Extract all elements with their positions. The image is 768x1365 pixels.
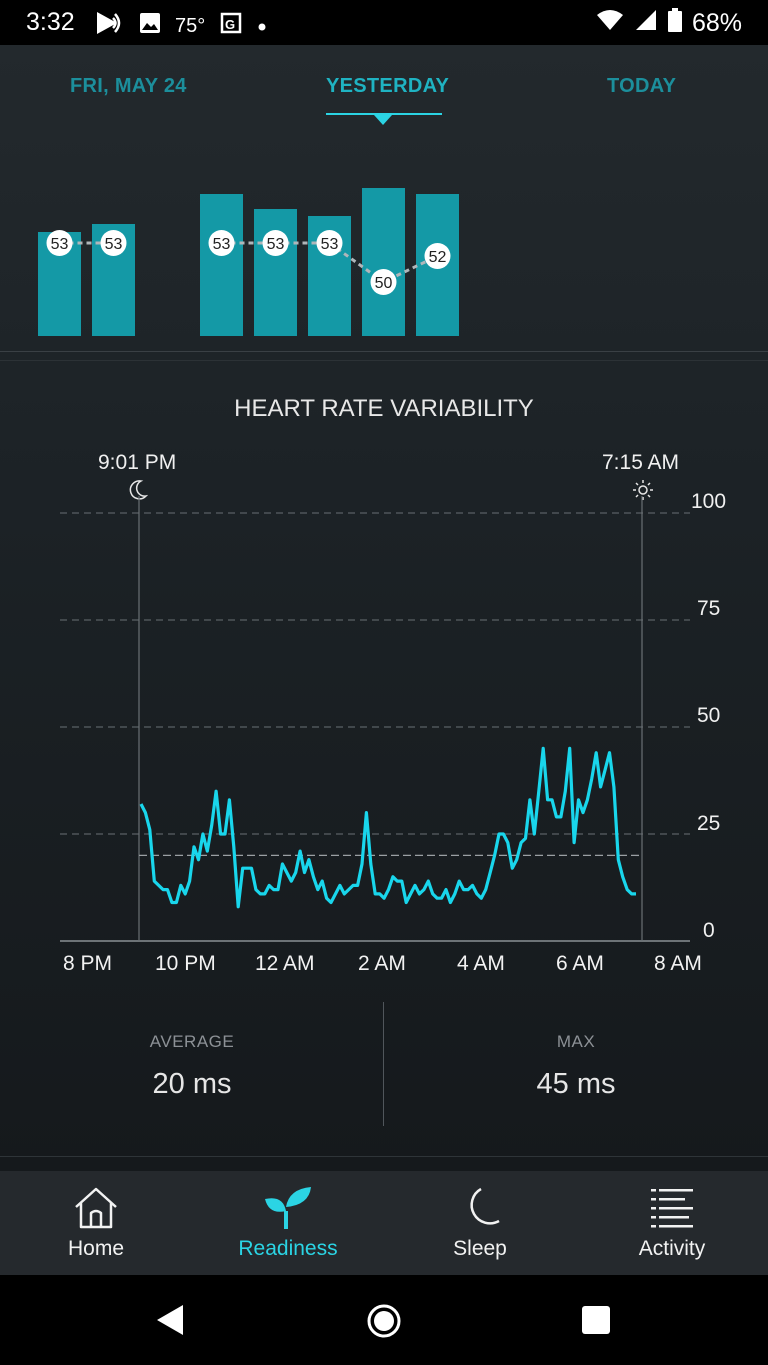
nav-activity-label: Activity	[638, 1237, 706, 1260]
tab-selected-indicator	[326, 113, 442, 115]
cast-icon	[95, 10, 125, 42]
score-point	[46, 230, 73, 256]
max-label: MAX	[556, 1032, 596, 1051]
nav-readiness[interactable]: Readiness	[192, 1171, 384, 1275]
score-value-label: 53	[51, 236, 69, 253]
home-icon	[71, 1185, 121, 1231]
x-tick-label: 8 AM	[654, 952, 702, 975]
nav-sleep[interactable]: Sleep	[384, 1171, 576, 1275]
bottom-nav: Home Readiness Sleep	[0, 1171, 768, 1275]
stats-divider	[383, 1002, 384, 1126]
nav-readiness-label: Readiness	[238, 1237, 338, 1260]
score-point	[208, 230, 235, 256]
home-circle-icon[interactable]	[366, 1303, 402, 1344]
notification-dot-icon	[257, 15, 267, 38]
score-bar[interactable]	[254, 209, 297, 336]
hrv-chart	[60, 496, 690, 942]
score-value-label: 53	[213, 236, 231, 253]
battery-icon	[667, 8, 682, 39]
max-value: 45 ms	[536, 1068, 616, 1100]
section-divider-bottom	[0, 360, 768, 361]
hrv-series-line	[139, 746, 636, 909]
svg-text:G: G	[225, 17, 235, 32]
signal-icon	[634, 9, 658, 38]
score-value-label: 50	[375, 275, 393, 292]
status-time: 3:32	[26, 8, 75, 36]
nav-home[interactable]: Home	[0, 1171, 192, 1275]
y-tick-label: 75	[697, 597, 721, 620]
battery-percent: 68%	[691, 9, 742, 37]
temperature: 75°	[175, 14, 206, 37]
score-value-label: 53	[105, 236, 123, 253]
tab-caret-icon	[374, 115, 392, 125]
status-bar: 3:32 75° G 68%	[0, 0, 768, 45]
score-point	[262, 230, 289, 256]
nav-home-label: Home	[67, 1237, 125, 1260]
y-tick-label: 0	[703, 919, 715, 942]
tab-fri-may-24[interactable]: FRI, MAY 24	[70, 75, 187, 97]
stats-bottom-divider	[0, 1156, 768, 1157]
maps-icon: G	[219, 11, 243, 41]
score-value-label: 53	[267, 236, 285, 253]
readiness-score-bars: 53 53 53 53 53 50 52	[38, 188, 459, 336]
tab-today[interactable]: TODAY	[607, 75, 677, 97]
tab-yesterday[interactable]: YESTERDAY	[326, 75, 450, 97]
moon-icon	[128, 479, 149, 506]
score-point	[316, 230, 343, 256]
average-value: 20 ms	[152, 1068, 232, 1100]
score-point	[100, 230, 127, 256]
score-point	[424, 243, 451, 269]
x-tick-label: 6 AM	[556, 952, 604, 975]
y-tick-label: 100	[691, 490, 727, 513]
image-icon	[139, 12, 161, 40]
y-tick-label: 25	[697, 812, 721, 835]
y-tick-label: 50	[697, 704, 721, 727]
score-bar[interactable]	[362, 188, 405, 336]
activity-list-icon	[647, 1185, 697, 1231]
x-tick-label: 2 AM	[358, 952, 406, 975]
recents-icon[interactable]	[581, 1305, 611, 1340]
wifi-icon	[596, 9, 624, 38]
section-divider-top	[0, 351, 768, 352]
score-bar[interactable]	[200, 194, 243, 336]
back-icon[interactable]	[155, 1303, 185, 1342]
x-tick-label: 8 PM	[63, 952, 113, 975]
system-nav-bar	[0, 1275, 768, 1365]
x-tick-label: 4 AM	[457, 952, 505, 975]
score-value-label: 52	[429, 249, 447, 266]
readiness-sprout-icon	[263, 1185, 313, 1231]
date-tabs: FRI, MAY 24 YESTERDAY TODAY	[0, 45, 768, 135]
bedtime-label: 9:01 PM	[98, 451, 177, 474]
hrv-title: HEART RATE VARIABILITY	[234, 395, 534, 422]
nav-sleep-label: Sleep	[453, 1237, 507, 1260]
score-value-label: 53	[321, 236, 339, 253]
average-label: AVERAGE	[149, 1032, 235, 1051]
nav-activity[interactable]: Activity	[576, 1171, 768, 1275]
wake-time-label: 7:15 AM	[602, 451, 680, 474]
x-tick-label: 10 PM	[155, 952, 216, 975]
moon-icon	[455, 1185, 505, 1231]
x-tick-label: 12 AM	[255, 952, 315, 975]
score-point	[370, 269, 397, 295]
sun-icon	[631, 479, 655, 506]
